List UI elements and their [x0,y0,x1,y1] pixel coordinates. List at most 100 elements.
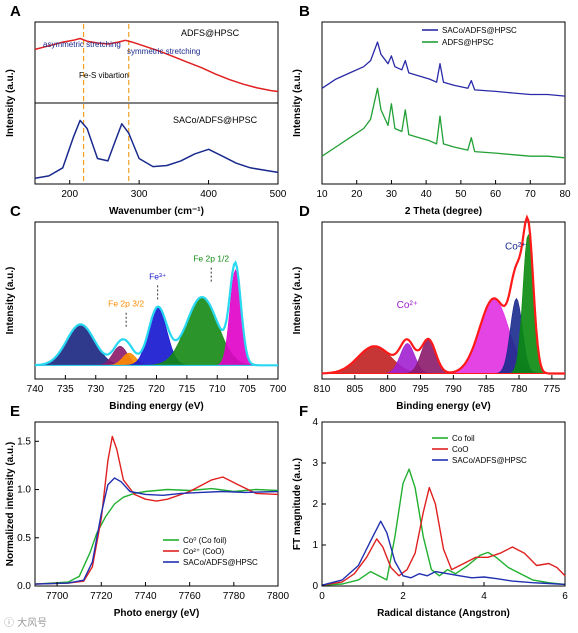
peak-annotation: Fe 2p 3/2 [108,299,144,309]
x-tick-label: 810 [314,384,331,395]
peak-annotation: Fe 2p 1/2 [193,254,229,264]
series-line-0 [321,41,566,97]
x-tick-label: 795 [412,384,429,395]
y-tick-label: 3 [312,458,318,469]
x-tick-label: 725 [118,384,135,395]
series-line-0 [34,487,279,585]
legend-entry: CoO [452,445,468,454]
x-tick-label: 2 [400,591,406,602]
x-tick-label: 10 [316,189,328,200]
annotation: asymmetric stretching [43,40,121,49]
y-axis-label: Intensity (a.u.) [292,69,303,137]
legend-entry: Co⁰ (Co foil) [183,536,227,545]
x-tick-label: 785 [478,384,495,395]
plot-frame [321,21,566,185]
panel-c: C Binding energy (eV) Intensity (a.u.) 740 7… [5,203,287,412]
x-tick-label: 720 [148,384,165,395]
x-tick-label: 70 [525,189,537,200]
y-tick-label: 2 [312,499,318,510]
x-tick-label: 805 [346,384,363,395]
x-tick-label: 200 [61,189,78,200]
legend-entry: ADFS@HPSC [181,28,240,38]
panel-label: C [10,203,21,220]
x-tick-label: 775 [544,384,561,395]
x-tick-label: 6 [562,591,568,602]
x-axis-label: Photo energy (eV) [114,608,200,619]
panel-f: F Radical distance (Angstron) FT magnitude… [292,403,568,619]
series-line-1 [34,435,279,585]
watermark: ⓘ 大风号 [4,618,48,629]
x-tick-label: 30 [386,189,398,200]
panel-a: A Wavenumber (cm⁻¹) Intensity (a.u.) 200 300… [5,3,287,217]
panel-label: D [299,203,310,220]
plot-frame [321,421,566,587]
x-tick-label: 300 [131,189,148,200]
series-line-0 [321,468,566,586]
peak-annotation: Co²⁺ [505,241,526,252]
legend-entry: SACo/ADFS@HPSC [173,115,258,125]
fit-envelope [35,260,278,367]
annotation: symmetric stretching [127,47,200,56]
x-tick-label: 400 [200,189,217,200]
series-line-adfs [34,37,279,93]
x-tick-label: 790 [445,384,462,395]
fit-envelope [321,214,565,375]
peak-annotation: Co²⁺ [397,300,418,311]
x-tick-label: 735 [57,384,74,395]
legend-entry: ADFS@HPSC [442,38,494,47]
x-tick-label: 7720 [90,591,113,602]
panel-b: B 2 Theta (degree) Intensity (a.u.) 10 20 30 4… [292,3,571,217]
x-axis-label: Binding energy (eV) [396,401,490,412]
legend-entry: SACo/ADFS@HPSC [442,26,517,35]
series-line-1 [321,87,566,159]
y-tick-label: 4 [312,417,318,428]
x-tick-label: 740 [27,384,44,395]
x-tick-label: 60 [490,189,502,200]
y-tick-label: 0.0 [17,581,31,592]
x-tick-label: 7800 [267,591,290,602]
x-axis-label: Wavenumber (cm⁻¹) [109,206,204,217]
x-tick-label: 705 [239,384,256,395]
plot-frame [34,421,279,587]
series-line-saco [34,119,279,179]
panel-d: D Binding energy (eV) Intensity (a.u.) 810 8… [292,203,566,412]
x-tick-label: 50 [455,189,467,200]
y-axis-label: FT magnitude (a.u.) [292,458,303,550]
x-tick-label: 80 [559,189,571,200]
x-tick-label: 0 [319,591,325,602]
y-tick-label: 0.5 [17,533,31,544]
y-tick-label: 0 [312,581,318,592]
x-tick-label: 4 [481,591,487,602]
x-axis-label: Radical distance (Angstron) [377,608,510,619]
legend-entry: SACo/ADFS@HPSC [183,558,258,567]
y-tick-label: 1 [312,540,318,551]
y-tick-label: 1.5 [17,436,31,447]
legend-entry: SACo/ADFS@HPSC [452,456,527,465]
y-tick-label: 1.0 [17,485,31,496]
x-tick-label: 7780 [223,591,246,602]
panel-label: B [299,3,310,20]
x-tick-label: 780 [511,384,528,395]
x-tick-label: 800 [379,384,396,395]
legend-entry: Co²⁺ (CoO) [183,547,224,556]
panel-e: E Photo energy (eV) Normalized intensity (… [5,403,290,619]
x-tick-label: 7740 [134,591,157,602]
series-line-1 [321,486,566,586]
x-tick-label: 7760 [179,591,202,602]
y-axis-label: Normalized intensity (a.u.) [5,442,16,566]
y-axis-label: Intensity (a.u.) [292,267,303,335]
series-line-2 [34,477,279,585]
x-tick-label: 7700 [46,591,69,602]
panel-label: A [10,3,21,20]
y-axis-label: Intensity (a.u.) [5,69,16,137]
plot-frame [321,221,566,380]
x-tick-label: 730 [87,384,104,395]
x-axis-label: 2 Theta (degree) [405,206,482,217]
annotation: Fe-S vibartion [79,71,129,80]
fit-peak-5 [322,233,565,374]
series-line-2 [321,520,566,586]
legend-entry: Co foil [452,434,475,443]
x-tick-label: 500 [270,189,287,200]
peak-annotation: Fe³⁺ [149,271,167,281]
